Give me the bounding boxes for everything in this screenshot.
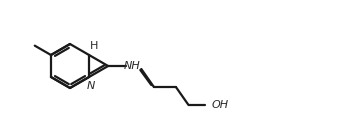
Text: NH: NH xyxy=(124,61,141,71)
Text: OH: OH xyxy=(212,100,229,110)
Text: N: N xyxy=(87,81,95,91)
Text: H: H xyxy=(90,41,98,51)
